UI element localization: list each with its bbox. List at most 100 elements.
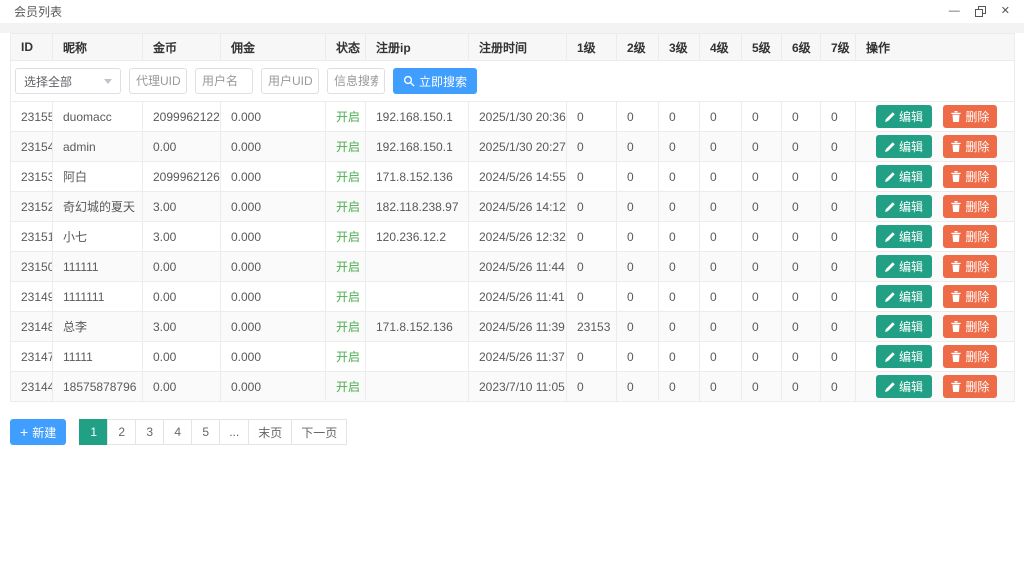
edit-button[interactable]: 编辑 — [876, 345, 933, 369]
delete-button[interactable]: 删除 — [943, 344, 998, 368]
user-uid-input[interactable] — [261, 68, 319, 94]
cell-level-7: 0 — [820, 221, 856, 252]
search-button[interactable]: 立即搜索 — [393, 68, 478, 94]
cell-id: 23149 — [10, 281, 53, 312]
info-search-input[interactable] — [327, 68, 385, 94]
close-icon[interactable]: ✕ — [1000, 5, 1010, 17]
page-button-last[interactable]: 末页 — [248, 419, 293, 445]
delete-button[interactable]: 删除 — [943, 284, 998, 308]
edit-button-label: 编辑 — [899, 290, 924, 305]
delete-button[interactable]: 删除 — [943, 134, 998, 158]
delete-button[interactable]: 删除 — [943, 164, 998, 188]
pencil-icon — [885, 112, 895, 122]
edit-button[interactable]: 编辑 — [876, 285, 933, 309]
cell-nickname: 111111 — [52, 251, 143, 282]
edit-button-label: 编辑 — [899, 140, 924, 155]
delete-button[interactable]: 删除 — [943, 194, 998, 218]
cell-actions: 编辑 删除 — [855, 251, 1015, 282]
status-badge: 开启 — [325, 281, 366, 312]
cell-level-6: 0 — [781, 371, 821, 402]
edit-button[interactable]: 编辑 — [876, 315, 933, 339]
cell-actions: 编辑 删除 — [855, 311, 1015, 342]
cell-level-5: 0 — [741, 161, 782, 192]
cell-nickname: 奇幻城的夏天 — [52, 191, 143, 222]
filter-row: 选择全部 立即搜索 — [10, 60, 1015, 102]
category-select[interactable]: 选择全部 — [15, 68, 121, 94]
col-level-1: 1级 — [566, 33, 617, 61]
delete-button[interactable]: 删除 — [943, 254, 998, 278]
cell-level-4: 0 — [699, 191, 742, 222]
cell-register-ip — [365, 251, 469, 282]
edit-button-label: 编辑 — [899, 230, 924, 245]
col-gold: 金币 — [142, 33, 221, 61]
minimize-icon[interactable]: — — [948, 5, 960, 17]
edit-button[interactable]: 编辑 — [876, 225, 933, 249]
edit-button[interactable]: 编辑 — [876, 375, 933, 399]
edit-button-label: 编辑 — [899, 170, 924, 185]
cell-level-7: 0 — [820, 311, 856, 342]
edit-button[interactable]: 编辑 — [876, 255, 933, 279]
cell-level-1: 0 — [566, 101, 617, 132]
trash-icon — [951, 200, 962, 212]
edit-button-label: 编辑 — [899, 320, 924, 335]
cell-level-1: 0 — [566, 341, 617, 372]
cell-level-3: 0 — [658, 101, 700, 132]
table-row: 23149 1111111 0.00 0.000 开启 2024/5/26 11… — [10, 281, 1015, 312]
member-table: ID 昵称 金币 佣金 状态 注册ip 注册时间 1级 2级 3级 4级 5级 … — [10, 33, 1015, 402]
edit-button[interactable]: 编辑 — [876, 195, 933, 219]
cell-register-time: 2023/7/10 11:05 — [468, 371, 567, 402]
cell-level-6: 0 — [781, 281, 821, 312]
cell-level-7: 0 — [820, 191, 856, 222]
trash-icon — [951, 140, 962, 152]
cell-level-7: 0 — [820, 101, 856, 132]
cell-commission: 0.000 — [220, 101, 326, 132]
cell-nickname: admin — [52, 131, 143, 162]
page-button-5[interactable]: 5 — [191, 419, 221, 445]
cell-level-4: 0 — [699, 311, 742, 342]
delete-button[interactable]: 删除 — [943, 104, 998, 128]
pencil-icon — [885, 382, 895, 392]
status-badge: 开启 — [325, 251, 366, 282]
cell-level-4: 0 — [699, 281, 742, 312]
edit-button[interactable]: 编辑 — [876, 105, 933, 129]
cell-gold: 209996212280.00 — [142, 101, 221, 132]
cell-register-time: 2024/5/26 14:55 — [468, 161, 567, 192]
window-titlebar: 会员列表 — ✕ — [0, 0, 1024, 23]
delete-button[interactable]: 删除 — [943, 224, 998, 248]
delete-button-label: 删除 — [965, 259, 990, 274]
cell-gold: 0.00 — [142, 281, 221, 312]
cell-gold: 0.00 — [142, 341, 221, 372]
page-button-2[interactable]: 2 — [107, 419, 137, 445]
cell-level-7: 0 — [820, 251, 856, 282]
bottom-bar: + 新建 1 2 3 4 5 ... 末页 下一页 — [10, 419, 1014, 445]
status-badge: 开启 — [325, 161, 366, 192]
username-input[interactable] — [195, 68, 253, 94]
new-button-label: 新建 — [32, 425, 57, 440]
edit-button[interactable]: 编辑 — [876, 165, 933, 189]
cell-register-ip: 182.118.238.97 — [365, 191, 469, 222]
page-button-1[interactable]: 1 — [79, 419, 109, 445]
edit-button[interactable]: 编辑 — [876, 135, 933, 159]
pencil-icon — [885, 232, 895, 242]
cell-level-7: 0 — [820, 371, 856, 402]
cell-id: 23148 — [10, 311, 53, 342]
cell-register-time: 2024/5/26 11:39 — [468, 311, 567, 342]
cell-id: 23144 — [10, 371, 53, 402]
new-button[interactable]: + 新建 — [10, 419, 67, 445]
col-id: ID — [10, 33, 53, 61]
status-badge: 开启 — [325, 311, 366, 342]
cell-gold: 3.00 — [142, 311, 221, 342]
delete-button[interactable]: 删除 — [943, 374, 998, 398]
page-button-4[interactable]: 4 — [163, 419, 193, 445]
cell-actions: 编辑 删除 — [855, 281, 1015, 312]
cell-register-ip — [365, 341, 469, 372]
page-button-3[interactable]: 3 — [135, 419, 165, 445]
col-nickname: 昵称 — [52, 33, 143, 61]
delete-button[interactable]: 删除 — [943, 314, 998, 338]
cell-nickname: 1111111 — [52, 281, 143, 312]
page-button-next[interactable]: 下一页 — [291, 419, 348, 445]
cell-id: 23151 — [10, 221, 53, 252]
maximize-icon[interactable] — [974, 6, 986, 17]
agent-uid-input[interactable] — [129, 68, 187, 94]
cell-register-ip: 171.8.152.136 — [365, 161, 469, 192]
